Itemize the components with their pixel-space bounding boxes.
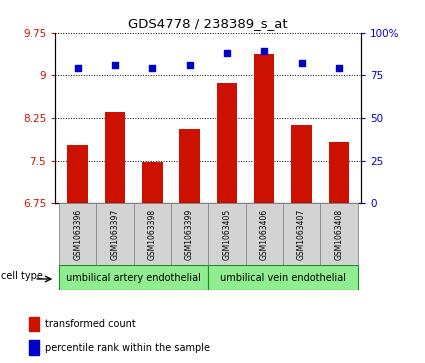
Bar	[329, 142, 349, 203]
Bar	[171, 203, 208, 265]
Text: percentile rank within the sample: percentile rank within the sample	[45, 343, 210, 352]
Text: GSM1063399: GSM1063399	[185, 208, 194, 260]
Bar	[246, 203, 283, 265]
Text: cell type: cell type	[1, 272, 43, 281]
Text: GSM1063408: GSM1063408	[334, 209, 343, 260]
Bar	[68, 145, 88, 203]
Bar	[133, 203, 171, 265]
Bar	[105, 112, 125, 203]
Point	[186, 62, 193, 68]
Bar	[291, 125, 312, 203]
Bar	[254, 54, 275, 203]
Bar	[29, 340, 39, 355]
Bar	[179, 129, 200, 203]
Bar	[208, 265, 357, 290]
Text: transformed count: transformed count	[45, 319, 136, 329]
Title: GDS4778 / 238389_s_at: GDS4778 / 238389_s_at	[128, 17, 288, 30]
Point	[261, 49, 268, 54]
Text: GSM1063406: GSM1063406	[260, 208, 269, 260]
Bar	[96, 203, 133, 265]
Text: GSM1063398: GSM1063398	[148, 209, 157, 260]
Bar	[217, 83, 237, 203]
Bar	[320, 203, 357, 265]
Text: GSM1063407: GSM1063407	[297, 208, 306, 260]
Text: umbilical vein endothelial: umbilical vein endothelial	[220, 273, 346, 283]
Text: GSM1063396: GSM1063396	[73, 208, 82, 260]
Point	[149, 66, 156, 72]
Text: GSM1063405: GSM1063405	[222, 208, 231, 260]
Bar	[283, 203, 320, 265]
Bar	[59, 203, 96, 265]
Point	[74, 66, 81, 72]
Bar	[29, 317, 39, 331]
Text: umbilical artery endothelial: umbilical artery endothelial	[66, 273, 201, 283]
Point	[111, 62, 118, 68]
Point	[335, 66, 342, 72]
Point	[298, 61, 305, 66]
Text: GSM1063397: GSM1063397	[110, 208, 119, 260]
Bar	[208, 203, 246, 265]
Point	[224, 50, 230, 56]
Bar	[59, 265, 208, 290]
Bar	[142, 162, 162, 203]
